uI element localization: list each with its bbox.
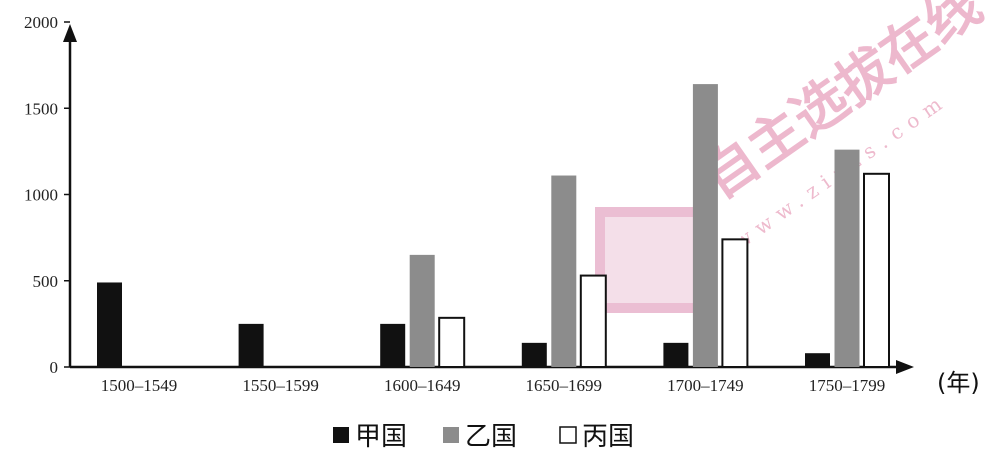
bar-甲国-1500–1549 — [97, 282, 122, 367]
legend-swatch-甲国 — [333, 427, 349, 443]
legend: 甲国 乙国 丙国 — [333, 422, 634, 452]
bar-甲国-1600–1649 — [380, 323, 406, 367]
bar-乙国-1650–1699 — [551, 175, 577, 367]
x-ticks: 1500–1549 1550–1599 1600–1649 1650–1699 1700… — [101, 376, 886, 395]
x-tick-label: 1500–1549 — [101, 376, 178, 395]
bar-甲国-1750–1799 — [805, 353, 830, 367]
x-axis-arrow — [896, 360, 914, 374]
legend-label-乙国: 乙国 — [465, 422, 517, 452]
legend-swatch-丙国 — [559, 426, 577, 444]
legend-swatch-乙国 — [443, 427, 459, 443]
bar-丙国-1700–1749 — [721, 238, 749, 369]
watermark-logo — [595, 207, 705, 313]
bar-甲国-1700–1749 — [663, 342, 689, 367]
legend-label-丙国: 丙国 — [582, 422, 634, 452]
x-tick-label: 1750–1799 — [809, 376, 886, 395]
bar-甲国-1650–1699 — [521, 342, 547, 367]
bar-丙国-1600–1649 — [438, 316, 466, 368]
bar-乙国-1750–1799 — [834, 149, 860, 367]
y-tick-label: 500 — [33, 272, 59, 291]
bar-丙国-1650–1699 — [579, 274, 607, 369]
x-tick-label: 1550–1599 — [242, 376, 319, 395]
bar-丙国-1750–1799 — [863, 172, 890, 368]
y-ticks: 0 500 1000 1500 2000 — [24, 13, 70, 377]
x-tick-label: 1600–1649 — [384, 376, 461, 395]
legend-label-甲国: 甲国 — [355, 422, 407, 452]
bar-甲国-1550–1599 — [238, 323, 264, 367]
y-tick-label: 1500 — [24, 99, 58, 118]
bar-乙国-1600–1649 — [409, 254, 435, 367]
x-tick-label: 1650–1699 — [526, 376, 603, 395]
x-tick-label: 1700–1749 — [667, 376, 744, 395]
y-tick-label: 0 — [50, 358, 59, 377]
bars — [97, 84, 890, 369]
watermark: 自主选拔在线 www.zizzs.com — [595, 0, 993, 313]
y-axis-arrow — [63, 24, 77, 42]
bar-乙国-1700–1749 — [692, 84, 718, 367]
axes — [63, 24, 914, 374]
y-tick-label: 1000 — [24, 186, 58, 205]
x-axis-unit-label: (年) — [937, 369, 980, 397]
y-tick-label: 2000 — [24, 13, 58, 32]
